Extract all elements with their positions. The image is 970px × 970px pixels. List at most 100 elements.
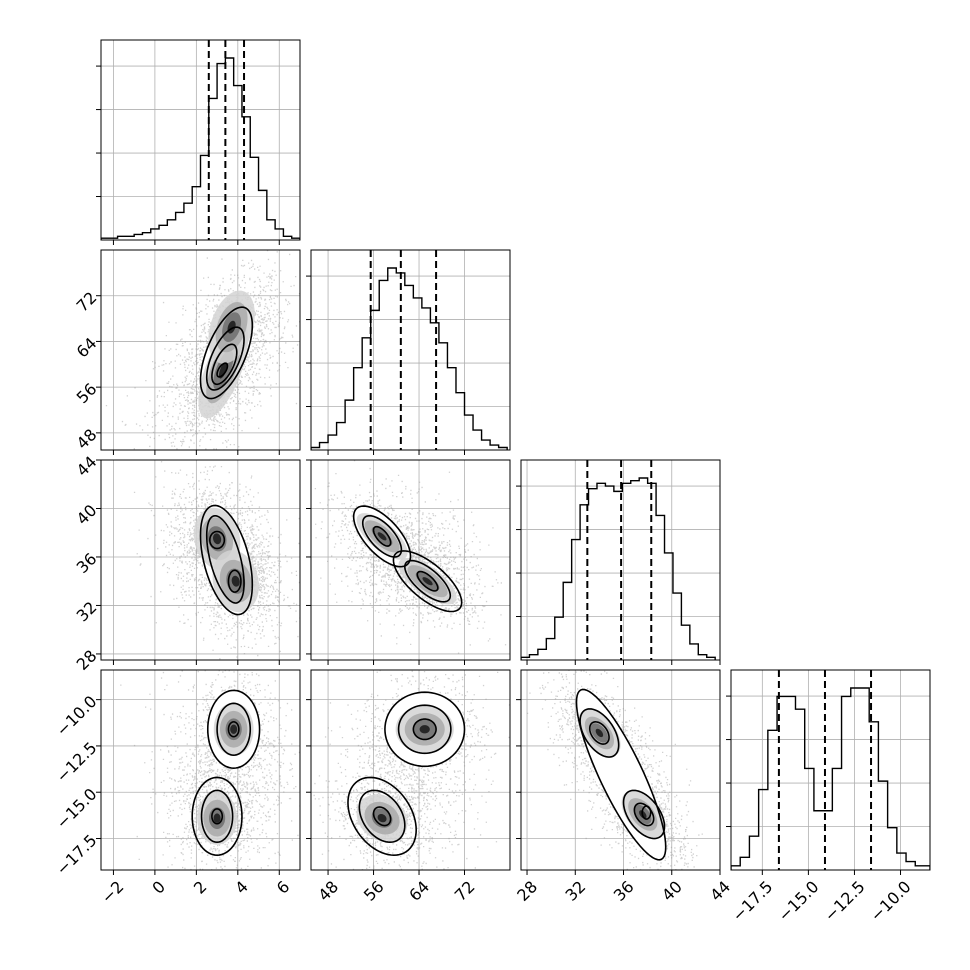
- contour-line: [209, 530, 226, 550]
- contour-line: [372, 806, 392, 827]
- panel-frame: [730, 669, 931, 871]
- y-tick-label: −17.5: [52, 831, 100, 879]
- x-tick-label: 4: [231, 877, 252, 898]
- scatter-panel-2-0: [96, 459, 301, 665]
- density-peak: [595, 728, 604, 738]
- x-tick-label: 32: [562, 877, 590, 905]
- panel-frame: [520, 669, 721, 871]
- contour-line: [191, 776, 243, 856]
- hist-panel-3: [726, 669, 931, 875]
- panel-frame: [100, 459, 301, 661]
- contour-line: [392, 550, 463, 613]
- contour-line: [211, 343, 238, 386]
- x-tick-label: 64: [405, 877, 433, 905]
- contour-line: [211, 808, 224, 825]
- x-tick-label: 36: [610, 877, 638, 905]
- contour-line: [372, 525, 392, 547]
- contour-line: [358, 789, 406, 844]
- x-tick-label: 2: [190, 877, 211, 898]
- x-tick-label: 6: [273, 877, 294, 898]
- contour-line: [641, 805, 652, 820]
- y-tick-label: −10.0: [52, 692, 100, 740]
- scatter-panel-3-0: [96, 669, 301, 875]
- contour-line: [384, 691, 466, 768]
- histogram-line: [521, 477, 716, 660]
- x-tick-label: −12.5: [820, 877, 868, 925]
- x-tick-label: −15.0: [774, 877, 822, 925]
- scatter-panel-1-0: [96, 249, 301, 455]
- x-tick-label: 56: [360, 877, 388, 905]
- contour-line: [227, 721, 240, 738]
- histogram-line: [101, 57, 300, 240]
- panel-frame: [100, 39, 301, 241]
- contour-line: [416, 570, 439, 592]
- histogram-line: [731, 687, 930, 870]
- contour-line: [575, 688, 667, 861]
- contour-line: [397, 704, 452, 755]
- contour-line: [347, 776, 417, 856]
- y-tick-label: −15.0: [52, 784, 100, 832]
- hist-panel-1: [306, 249, 511, 455]
- y-tick-label: 36: [73, 549, 101, 577]
- density-peak: [213, 533, 222, 545]
- panel-content: [526, 670, 703, 870]
- x-tick-label: 72: [451, 877, 479, 905]
- panel-frame: [310, 459, 511, 661]
- density-peak: [377, 532, 387, 541]
- contour-line: [579, 708, 620, 758]
- contour-line: [412, 718, 437, 741]
- x-tick-label: −17.5: [728, 877, 776, 925]
- panel-frame: [310, 669, 511, 871]
- hist-panel-2: [516, 459, 721, 665]
- y-tick-label: 40: [73, 501, 101, 529]
- panel-frame: [100, 249, 301, 451]
- panel-frame: [520, 459, 721, 661]
- x-tick-label: 44: [706, 877, 734, 905]
- contour-line: [205, 514, 245, 604]
- contour-line: [352, 505, 412, 568]
- scatter-panel-3-1: [306, 669, 511, 875]
- contour-line: [206, 689, 261, 769]
- density-peak: [213, 813, 221, 823]
- panel-frame: [310, 249, 511, 451]
- contour-line: [227, 569, 242, 593]
- panel-frame: [100, 669, 301, 871]
- panel-content: [105, 250, 300, 450]
- panel-content: [314, 460, 507, 660]
- scatter-panel-3-2: [516, 669, 721, 875]
- scatter-points: [133, 461, 300, 660]
- y-tick-label: 56: [73, 379, 101, 407]
- density-peak: [230, 724, 238, 734]
- x-tick-label: 48: [314, 877, 342, 905]
- contour-line: [588, 721, 610, 745]
- y-tick-label: 64: [73, 334, 101, 362]
- contour-line: [199, 306, 254, 400]
- x-tick-label: 0: [148, 877, 169, 898]
- y-tick-label: 32: [73, 598, 101, 626]
- y-tick-label: 72: [73, 288, 101, 316]
- panel-content: [120, 670, 300, 870]
- density-peak: [419, 725, 430, 734]
- x-tick-label: −10.0: [867, 877, 915, 925]
- contour-line: [361, 514, 403, 558]
- y-tick-label: 44: [73, 452, 101, 480]
- panels-layer: −2 0 2 4 6 48 56 64 72 28 32 36 40 44−17.5−15.0−12.5−…: [52, 39, 931, 925]
- density-peak: [218, 361, 228, 379]
- panel-content: [313, 670, 510, 870]
- histogram-line: [311, 267, 508, 450]
- scatter-panel-2-1: [306, 459, 511, 665]
- hist-panel-0: [96, 39, 301, 245]
- x-tick-label: −2: [97, 877, 127, 907]
- density-peak: [231, 575, 240, 587]
- y-tick-label: 28: [73, 646, 101, 674]
- contour-line: [199, 504, 254, 616]
- density-peak: [422, 577, 433, 586]
- density-peak: [377, 814, 387, 823]
- scatter-points: [105, 250, 300, 450]
- contour-line: [200, 789, 234, 844]
- contour-line: [404, 559, 452, 603]
- panel-content: [133, 461, 300, 660]
- y-tick-label: 48: [73, 425, 101, 453]
- contour-line: [622, 789, 666, 840]
